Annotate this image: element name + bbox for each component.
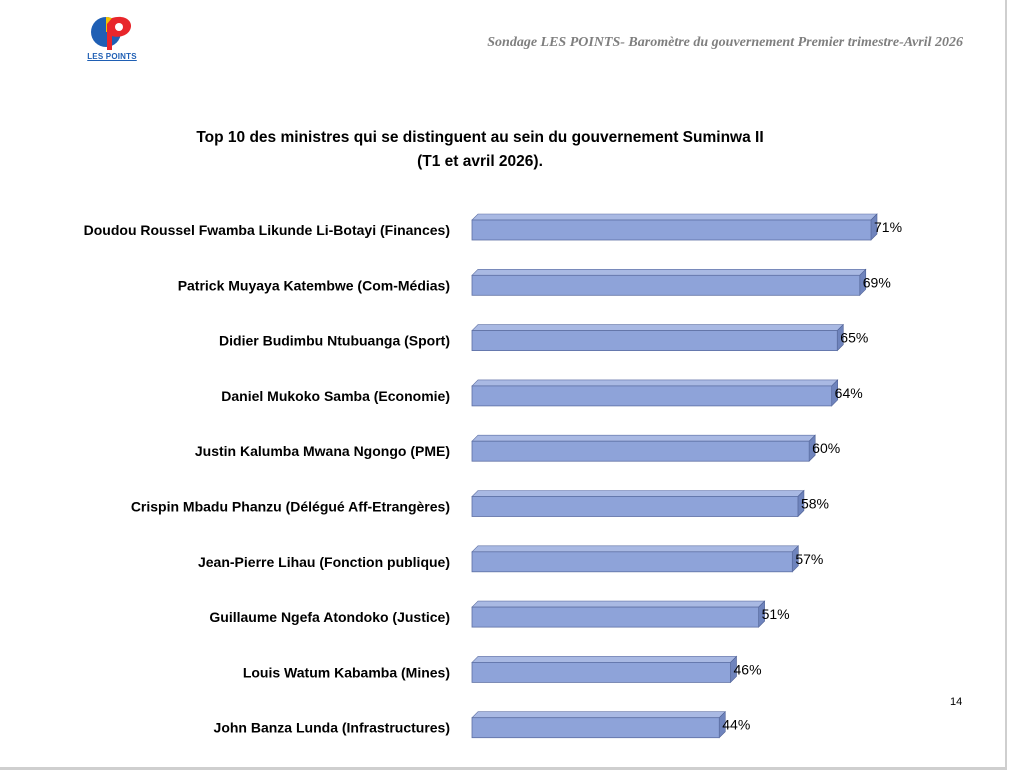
category-label: Doudou Roussel Fwamba Likunde Li-Botayi … [84, 222, 450, 238]
category-label: Patrick Muyaya Katembwe (Com-Médias) [178, 277, 450, 293]
bar-top-face [471, 213, 878, 221]
bar [471, 496, 799, 517]
bar [471, 219, 872, 241]
bar-top-face [471, 268, 867, 276]
category-label: John Banza Lunda (Infrastructures) [214, 720, 450, 736]
category-label: Jean-Pierre Lihau (Fonction publique) [198, 554, 450, 570]
logo-mark-icon [91, 16, 132, 50]
bar-top-face [471, 656, 738, 663]
bar [471, 606, 760, 628]
category-label: Crispin Mbadu Phanzu (Délégué Aff-Etrang… [131, 499, 450, 515]
bar [471, 662, 731, 683]
bar [471, 330, 838, 352]
bar [471, 385, 833, 407]
category-label: Justin Kalumba Mwana Ngongo (PME) [195, 443, 450, 459]
data-label: 69% [863, 274, 891, 290]
category-label: Daniel Mukoko Samba (Economie) [221, 388, 450, 404]
logo-text: LES POINTS [87, 52, 137, 61]
data-label: 44% [722, 717, 750, 733]
data-label: 51% [762, 606, 790, 622]
data-label: 65% [840, 330, 868, 346]
category-label: Guillaume Ngefa Atondoko (Justice) [209, 609, 450, 625]
bar-top-face [471, 545, 800, 553]
data-label: 64% [835, 385, 863, 401]
bar-top-face [471, 711, 726, 719]
bar [471, 551, 793, 573]
chart-title-line-2: (T1 et avril 2026). [417, 153, 543, 170]
bar [471, 440, 810, 462]
chart-title: Top 10 des ministres qui se distinguent … [0, 126, 960, 174]
les-points-logo: LES POINTS [82, 14, 142, 64]
bar-top-face [471, 490, 805, 497]
bar [471, 717, 720, 739]
data-label: 46% [734, 661, 762, 677]
bar-top-face [471, 600, 766, 608]
data-label: 57% [795, 551, 823, 567]
category-label: Louis Watum Kabamba (Mines) [243, 664, 450, 680]
bar [471, 274, 861, 296]
data-label: 60% [812, 440, 840, 456]
bar-top-face [471, 324, 845, 331]
page-number: 14 [950, 696, 963, 708]
data-label: 58% [801, 496, 829, 512]
bar-top-face [471, 379, 839, 387]
header-title: Sondage LES POINTS- Baromètre du gouvern… [487, 35, 963, 50]
bar-top-face [471, 434, 816, 442]
category-label: Didier Budimbu Ntubuanga (Sport) [219, 333, 450, 349]
data-label: 71% [874, 219, 902, 235]
chart-title-line-1: Top 10 des ministres qui se distinguent … [196, 129, 764, 146]
